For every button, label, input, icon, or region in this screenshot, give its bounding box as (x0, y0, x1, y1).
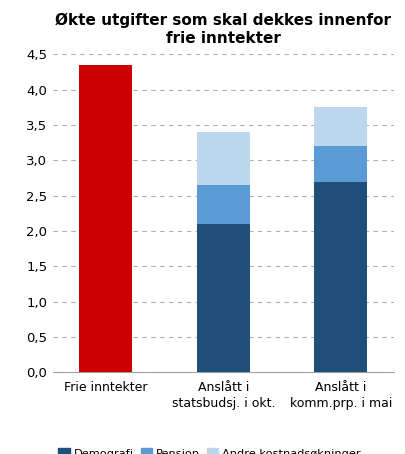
Bar (196, 132, 249, 185)
Bar (313, 108, 367, 146)
Legend: Demografi, Pensjon, Andre kostnadsøkninger: Demografi, Pensjon, Andre kostnadsøkning… (58, 448, 360, 454)
Bar (196, 185, 249, 224)
Title: Økte utgifter som skal dekkes innenfor
frie inntekter: Økte utgifter som skal dekkes innenfor f… (55, 12, 390, 46)
Bar (313, 182, 367, 372)
Bar (196, 224, 249, 372)
Bar (79, 65, 132, 372)
Bar (313, 146, 367, 182)
